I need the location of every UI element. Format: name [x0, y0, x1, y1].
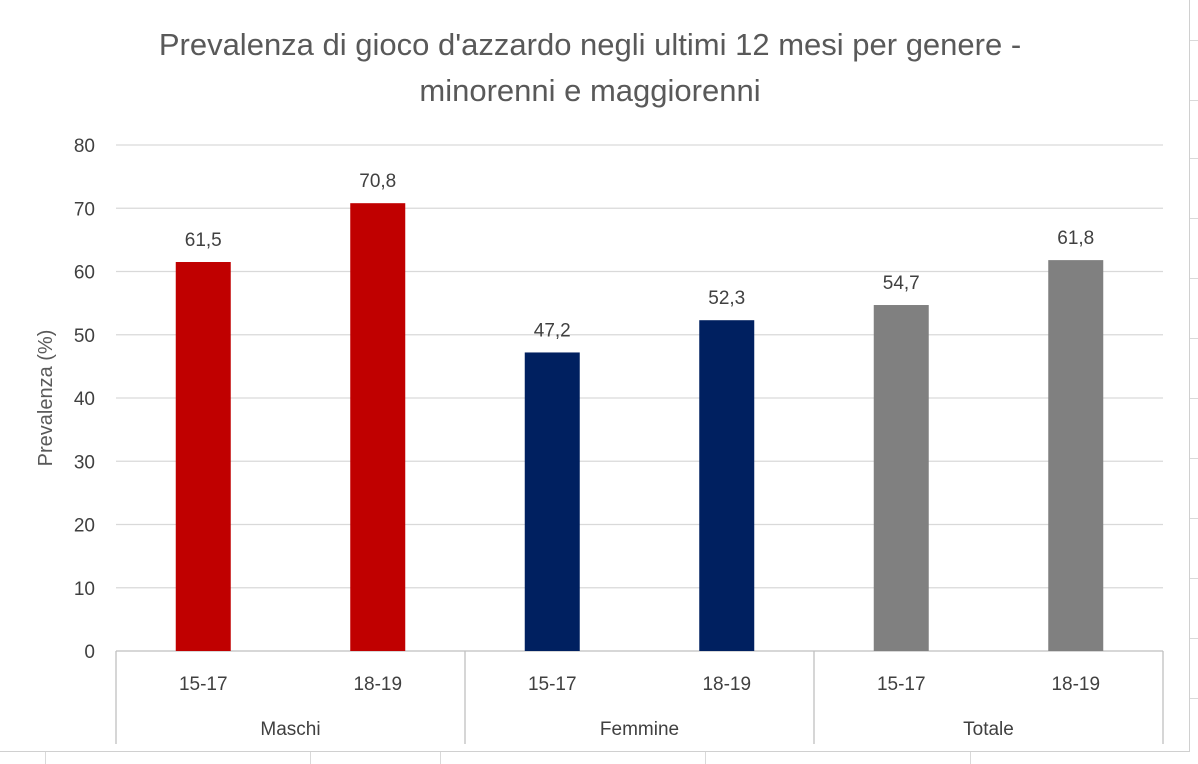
sheet-gridline: [970, 752, 971, 764]
chart-frame: [0, 0, 1190, 752]
sheet-gridline: [1190, 398, 1198, 399]
x-tick-label: 15-17: [528, 674, 577, 695]
sheet-gridline: [705, 752, 706, 764]
sheet-gridline: [1190, 518, 1198, 519]
sheet-gridline: [1190, 278, 1198, 279]
chart-title-line-1: Prevalenza di gioco d'azzardo negli ulti…: [158, 27, 1022, 62]
sheet-gridline: [1190, 458, 1198, 459]
x-group-label: Totale: [963, 719, 1014, 740]
y-tick-label: 40: [74, 389, 95, 410]
data-label: 54,7: [883, 273, 920, 294]
sheet-gridline: [1190, 578, 1198, 579]
data-label: 70,8: [359, 171, 396, 192]
bar: [873, 305, 929, 651]
y-tick-label: 70: [74, 199, 95, 220]
y-tick-label: 80: [74, 136, 95, 157]
bar: [524, 352, 580, 651]
x-tick-label: 18-19: [353, 674, 402, 695]
bar: [350, 203, 406, 651]
y-axis-label: Prevalenza (%): [35, 330, 57, 467]
sheet-gridline: [1190, 338, 1198, 339]
sheet-gridline: [1190, 698, 1198, 699]
chart-title-line-2: minorenni e maggiorenni: [419, 73, 761, 108]
y-tick-label: 60: [74, 263, 95, 284]
sheet-gridline: [1190, 100, 1198, 101]
y-tick-label: 0: [84, 642, 95, 663]
x-tick-label: 15-17: [179, 674, 228, 695]
data-label: 61,5: [185, 230, 222, 251]
data-label: 61,8: [1057, 228, 1094, 249]
sheet-gridline: [1190, 158, 1198, 159]
data-label: 47,2: [534, 320, 571, 341]
y-tick-label: 20: [74, 516, 95, 537]
bar: [699, 320, 755, 651]
sheet-gridline: [1190, 638, 1198, 639]
sheet-gridline: [1190, 218, 1198, 219]
x-group-label: Femmine: [600, 719, 679, 740]
y-tick-label: 30: [74, 452, 95, 473]
x-tick-label: 15-17: [877, 674, 926, 695]
sheet-gridline: [1190, 40, 1198, 41]
x-tick-label: 18-19: [702, 674, 751, 695]
x-group-label: Maschi: [260, 719, 320, 740]
chart-title: Prevalenza di gioco d'azzardo negli ulti…: [60, 22, 1120, 114]
sheet-gridline: [45, 752, 46, 764]
sheet-gridline: [310, 752, 311, 764]
bar: [175, 262, 231, 651]
data-label: 52,3: [708, 288, 745, 309]
bar: [1048, 260, 1104, 651]
y-tick-label: 50: [74, 326, 95, 347]
sheet-gridline: [440, 752, 441, 764]
x-tick-label: 18-19: [1051, 674, 1100, 695]
bar-chart: 0 10 20 30 40 50 60 70 80 Prevalenza (%) 61,5 15-17…: [35, 136, 1164, 744]
y-tick-label: 10: [74, 579, 95, 600]
